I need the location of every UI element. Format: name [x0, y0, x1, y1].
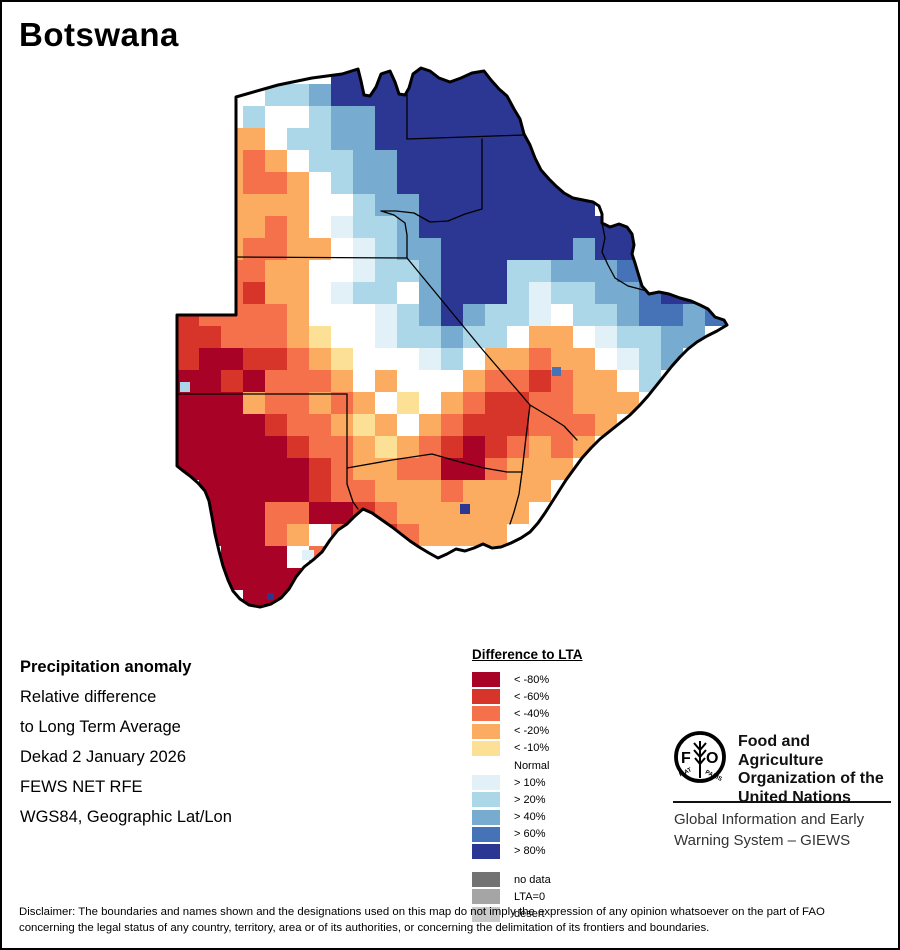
legend-item-label: Normal — [514, 759, 550, 772]
disclaimer-line: concerning the legal status of any count… — [19, 921, 710, 934]
legend-swatch — [472, 889, 500, 905]
legend: Difference to LTA < -80% < -60% < -40% < -2… — [472, 647, 583, 923]
legend-item-label: > 60% — [514, 828, 546, 841]
svg-text:O: O — [706, 750, 718, 767]
legend-swatch — [472, 706, 500, 722]
fao-separator — [673, 801, 891, 803]
legend-item: < -80% — [472, 671, 583, 688]
legend-swatch — [472, 872, 500, 888]
legend-swatch — [472, 843, 500, 859]
legend-item: > 80% — [472, 843, 583, 860]
legend-item: Normal — [472, 757, 583, 774]
fao-org-name: Food and Agriculture Organization of the U… — [738, 733, 898, 807]
fao-org-line: Organization of the — [738, 770, 884, 787]
info-line: WGS84, Geographic Lat/Lon — [20, 808, 232, 826]
info-line: to Long Term Average — [20, 718, 181, 736]
legend-item-label: desert — [514, 908, 545, 921]
legend-swatch — [472, 723, 500, 739]
legend-swatch — [472, 792, 500, 808]
legend-item-label: < -60% — [514, 690, 550, 703]
wheat-ear-icon — [693, 741, 707, 778]
info-heading: Precipitation anomaly — [20, 658, 192, 676]
legend-item-label: LTA=0 — [514, 890, 546, 903]
legend-item: LTA=0 — [472, 888, 583, 905]
legend-items: < -80% < -60% < -40% < -20% < -10% Normal > 10… — [472, 671, 583, 860]
legend-item: desert — [472, 905, 583, 922]
legend-title: Difference to LTA — [472, 647, 583, 662]
legend-item-label: < -20% — [514, 725, 550, 738]
legend-extra-items: no data LTA=0 desert — [472, 871, 583, 923]
legend-swatch — [472, 906, 500, 922]
legend-swatch — [472, 740, 500, 756]
legend-swatch — [472, 689, 500, 705]
disclaimer-line: Disclaimer: The boundaries and names sho… — [19, 906, 825, 918]
fao-org-line: Food and Agriculture — [738, 733, 824, 769]
legend-item-label: > 40% — [514, 811, 546, 824]
giews-name: Global Information and Early Warning Syst… — [674, 809, 864, 851]
legend-item: > 10% — [472, 774, 583, 791]
fao-logo: F O FIAT PANIS — [674, 731, 726, 783]
legend-item-label: > 20% — [514, 793, 546, 806]
legend-item: < -40% — [472, 705, 583, 722]
legend-item: < -20% — [472, 723, 583, 740]
info-lines: Relative difference to Long Term Average D… — [20, 682, 232, 832]
anomaly-raster — [177, 68, 727, 607]
giews-line: Global Information and Early — [674, 811, 865, 828]
legend-swatch — [472, 775, 500, 791]
legend-item: > 60% — [472, 826, 583, 843]
legend-item: < -10% — [472, 740, 583, 757]
legend-item-label: > 80% — [514, 845, 546, 858]
legend-item-label: no data — [514, 873, 551, 886]
legend-swatch — [472, 672, 500, 688]
disclaimer: Disclaimer: The boundaries and names sho… — [19, 905, 891, 936]
svg-text:FIAT: FIAT — [679, 767, 694, 778]
info-line: Relative difference — [20, 688, 157, 706]
legend-item: > 40% — [472, 809, 583, 826]
info-line: FEWS NET RFE — [20, 778, 143, 796]
legend-item-label: > 10% — [514, 776, 546, 789]
legend-item: > 20% — [472, 791, 583, 808]
fao-panel: F O FIAT PANIS Food and Agriculture Organ… — [672, 726, 898, 851]
info-panel: Precipitation anomaly Relative differenc… — [20, 652, 232, 832]
svg-text:F: F — [681, 750, 691, 767]
legend-swatch — [472, 809, 500, 825]
giews-line: Warning System – GIEWS — [674, 832, 851, 849]
fao-org-line: United Nations — [738, 788, 851, 806]
legend-item: no data — [472, 871, 583, 888]
legend-swatch — [472, 758, 500, 774]
legend-item-label: < -10% — [514, 742, 550, 755]
legend-item-label: < -40% — [514, 707, 550, 720]
botswana-outline — [175, 66, 729, 609]
page-title: Botswana — [19, 16, 179, 53]
info-line: Dekad 2 January 2026 — [20, 748, 187, 766]
legend-swatch — [472, 826, 500, 842]
legend-item-label: < -80% — [514, 673, 550, 686]
legend-item: < -60% — [472, 688, 583, 705]
district-boundaries — [177, 93, 691, 525]
